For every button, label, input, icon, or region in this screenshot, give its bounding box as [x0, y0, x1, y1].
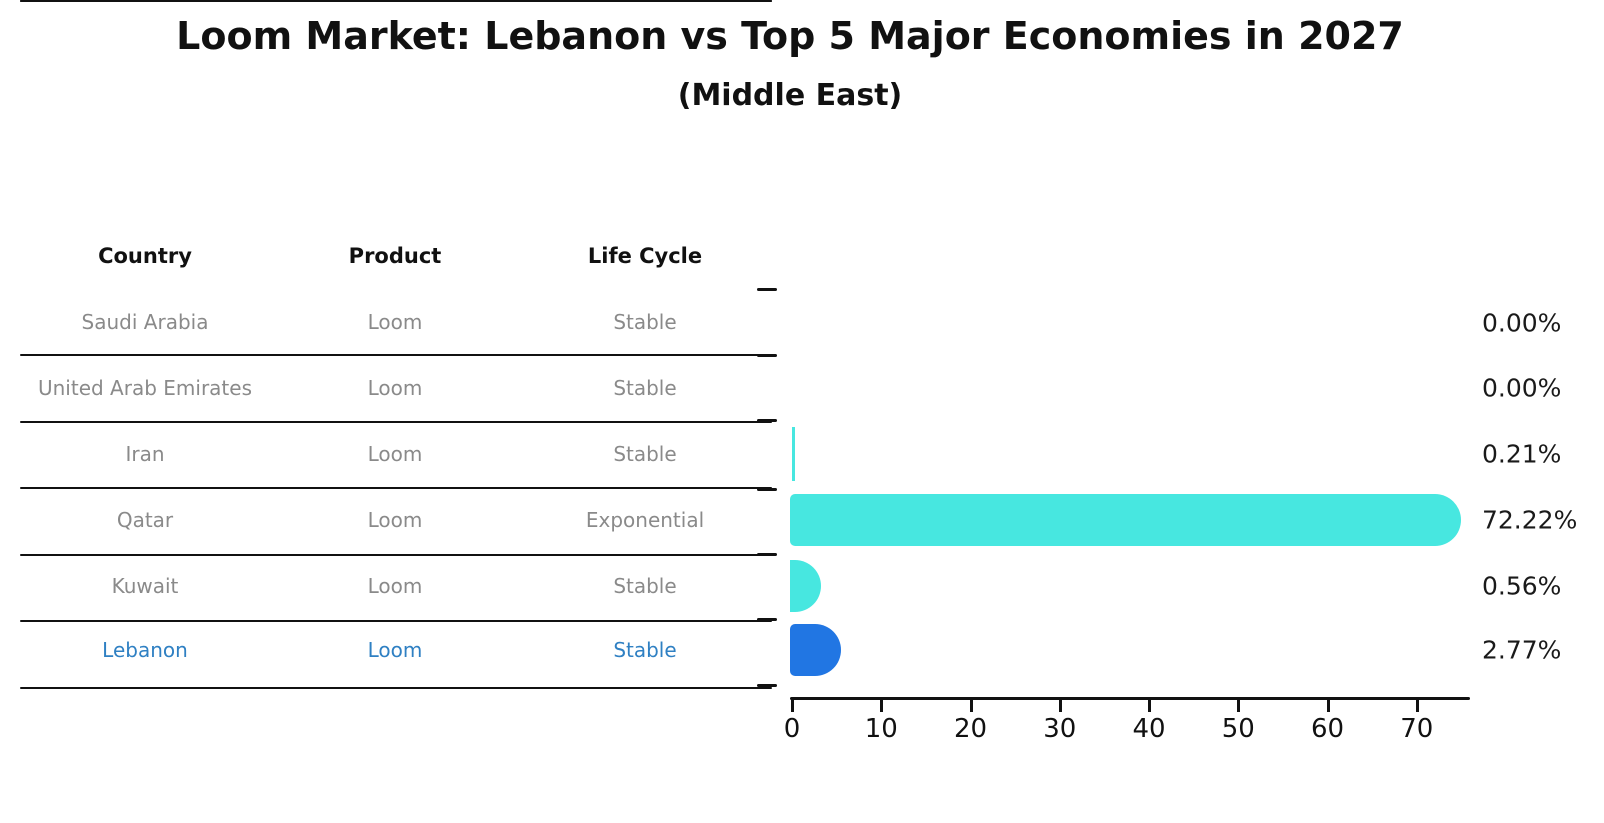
cell-country: Saudi Arabia	[81, 310, 209, 334]
cell-country: United Arab Emirates	[37, 376, 252, 400]
column-header-country: Country	[98, 244, 192, 268]
table-row-lebanon: Lebanon Loom Stable	[20, 630, 770, 670]
x-axis-tick	[1058, 699, 1062, 712]
x-axis-tick-label: 10	[864, 714, 898, 744]
cell-product: Loom	[367, 442, 423, 466]
cell-life-cycle: Stable	[613, 376, 677, 400]
cell-country: Lebanon	[102, 638, 188, 662]
x-axis-tick-label: 30	[1043, 714, 1077, 744]
value-label-united-arab-emirates: 0.00%	[1482, 373, 1562, 403]
cell-life-cycle: Stable	[613, 638, 677, 662]
table-divider	[20, 421, 772, 423]
cell-country: Kuwait	[111, 574, 179, 598]
column-header-life-cycle: Life Cycle	[587, 244, 703, 268]
value-label-saudi-arabia: 0.00%	[1482, 308, 1562, 338]
y-axis-tick	[757, 553, 777, 556]
y-axis-tick	[757, 684, 777, 687]
value-label-kuwait: 0.56%	[1482, 571, 1562, 601]
value-label-qatar: 72.22%	[1482, 505, 1578, 535]
bar-iran	[792, 427, 795, 481]
table-row-qatar: Qatar Loom Exponential	[20, 500, 770, 540]
x-axis-tick-label: 40	[1132, 714, 1166, 744]
x-axis-tick	[791, 699, 794, 712]
x-axis-tick	[969, 699, 973, 712]
x-axis-tick-label: 50	[1221, 714, 1255, 744]
table-divider	[20, 0, 772, 2]
cell-life-cycle: Stable	[613, 442, 677, 466]
table-divider	[20, 554, 772, 556]
cell-product: Loom	[367, 574, 423, 598]
table-row-iran: Iran Loom Stable	[20, 434, 770, 474]
cell-product: Loom	[367, 376, 423, 400]
table-row-saudi-arabia: Saudi Arabia Loom Stable	[20, 302, 770, 342]
table-row-kuwait: Kuwait Loom Stable	[20, 566, 770, 606]
cell-product: Loom	[367, 638, 423, 662]
value-label-lebanon: 2.77%	[1482, 635, 1562, 665]
x-axis-tick	[1148, 699, 1151, 712]
table-divider	[20, 354, 772, 356]
bar-lebanon	[790, 624, 841, 676]
x-axis-tick	[880, 699, 884, 712]
x-axis-tick	[1415, 699, 1419, 712]
x-axis-tick-label: 20	[953, 714, 988, 744]
cell-life-cycle: Stable	[613, 574, 677, 598]
x-axis-tick-label: 0	[783, 714, 801, 744]
y-axis-tick	[757, 419, 777, 422]
cell-country: Qatar	[116, 508, 174, 532]
value-label-iran: 0.21%	[1482, 439, 1562, 469]
x-axis-tick-label: 60	[1310, 714, 1345, 744]
table-header-row: Country Product Life Cycle	[20, 236, 770, 276]
y-axis-tick	[757, 354, 777, 357]
table-divider	[20, 487, 772, 489]
y-axis-tick	[757, 618, 777, 621]
cell-life-cycle: Stable	[613, 310, 677, 334]
x-axis-tick	[1237, 699, 1241, 712]
x-axis-tick	[1326, 699, 1330, 712]
chart-title: Loom Market: Lebanon vs Top 5 Major Econ…	[176, 14, 1404, 58]
table-divider	[20, 687, 772, 689]
table-divider	[20, 620, 772, 622]
x-axis-line	[790, 697, 1470, 700]
y-axis-tick	[757, 488, 777, 491]
cell-country: Iran	[125, 442, 165, 466]
table-row-united-arab-emirates: United Arab Emirates Loom Stable	[20, 368, 770, 408]
bar-qatar	[790, 494, 1461, 546]
cell-life-cycle: Exponential	[585, 508, 705, 532]
y-axis-tick	[757, 288, 777, 291]
column-header-product: Product	[348, 244, 442, 268]
chart-subtitle: (Middle East)	[677, 78, 903, 113]
cell-product: Loom	[367, 508, 423, 532]
x-axis-tick-label: 70	[1400, 714, 1434, 744]
bar-kuwait	[790, 560, 821, 612]
cell-product: Loom	[367, 310, 423, 334]
